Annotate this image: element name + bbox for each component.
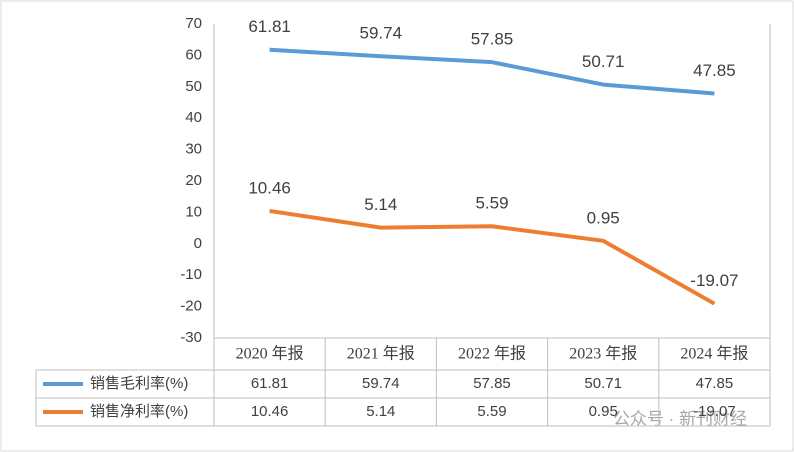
series-line	[269, 47, 715, 96]
y-tick-label: 60	[185, 46, 202, 63]
table-cell: 59.74	[362, 375, 400, 392]
table-cell: 61.81	[251, 375, 289, 392]
table-cell: 10.46	[251, 403, 289, 420]
data-label: 5.14	[364, 195, 397, 214]
y-tick-label: 20	[185, 172, 202, 189]
table-cell: 5.14	[366, 403, 395, 420]
y-tick-label: 40	[185, 109, 202, 126]
legend-label: 销售净利率(%)	[90, 403, 188, 420]
data-label: 50.71	[582, 52, 625, 71]
watermark: 公众号 · 新刊财经	[613, 409, 747, 428]
data-label: 59.74	[360, 24, 403, 43]
table-cell: 47.85	[696, 375, 734, 392]
data-label: 5.59	[475, 194, 508, 213]
table-cell: 50.71	[584, 375, 622, 392]
y-tick-label: 0	[194, 235, 202, 252]
data-label: 10.46	[248, 178, 291, 197]
table-cell: 57.85	[473, 375, 511, 392]
table-cell: 5.59	[477, 403, 506, 420]
y-tick-label: -30	[180, 329, 202, 346]
y-tick-label: 70	[185, 15, 202, 32]
data-label: 47.85	[693, 61, 736, 80]
data-label: -19.07	[690, 271, 738, 290]
data-label: 61.81	[248, 17, 291, 36]
data-label: 0.95	[587, 208, 620, 227]
y-tick-label: 30	[185, 141, 202, 158]
table-cell: -19.07	[693, 403, 736, 420]
data-label: 57.85	[471, 30, 514, 49]
x-tick-label: 2021 年报	[347, 345, 415, 363]
y-tick-label: -10	[180, 266, 202, 283]
series-line	[269, 208, 716, 306]
y-tick-label: 50	[185, 78, 202, 95]
x-tick-label: 2024 年报	[680, 345, 748, 363]
y-tick-label: -20	[180, 298, 202, 315]
table-cell: 0.95	[589, 403, 618, 420]
y-tick-label: 10	[185, 203, 202, 220]
x-tick-label: 2020 年报	[236, 345, 304, 363]
x-tick-label: 2022 年报	[458, 345, 526, 363]
legend-label: 销售毛利率(%)	[90, 375, 188, 392]
x-tick-label: 2023 年报	[569, 345, 637, 363]
